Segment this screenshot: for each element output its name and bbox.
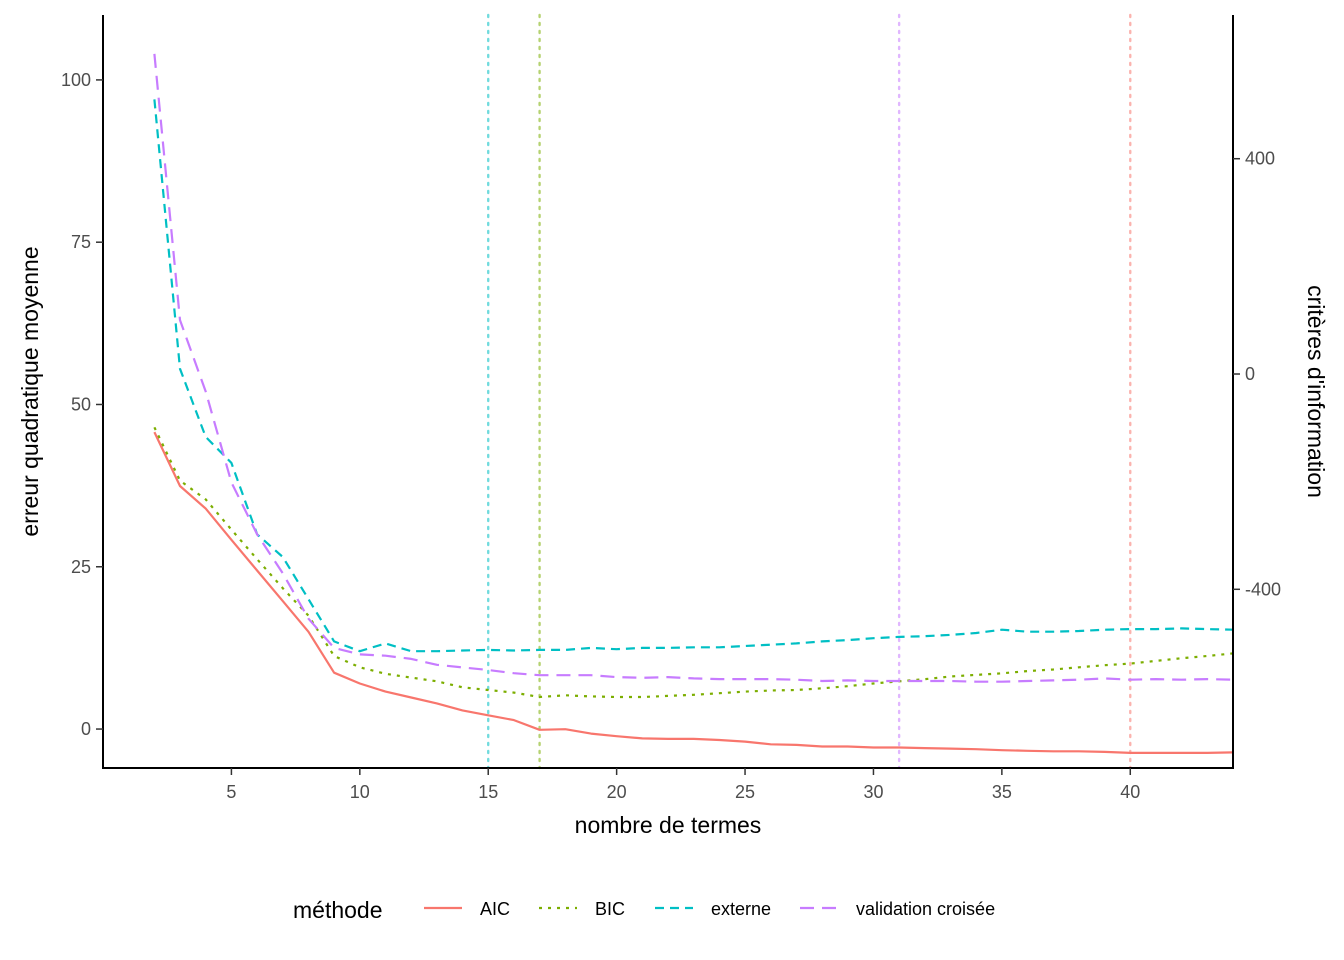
legend-items: AIC BIC externe validation croisée [424, 899, 995, 919]
reference-lines [487, 13, 1132, 770]
y-axis-title: erreur quadratique moyenne [17, 246, 43, 536]
x-tick-label: 40 [1120, 782, 1140, 802]
y-tick-label: 50 [71, 394, 91, 414]
series-line-BIC [153, 426, 1234, 699]
x-tick-label: 15 [478, 782, 498, 802]
x-axis-title: nombre de termes [575, 812, 762, 838]
y-tick-label: 25 [71, 557, 91, 577]
y2-tick-label: 0 [1245, 364, 1255, 384]
legend-label: validation croisée [856, 899, 995, 919]
y-tick-label: 75 [71, 232, 91, 252]
legend-label: AIC [480, 899, 510, 919]
y-tick-label: 0 [81, 719, 91, 739]
series-line-validation-croisée [153, 53, 1234, 683]
series-lines [153, 53, 1234, 755]
y2-axis-title: critères d'information [1303, 285, 1329, 498]
legend-title: méthode [293, 897, 383, 923]
x-tick-label: 35 [992, 782, 1012, 802]
y-axis-ticks: 0 25 50 75 100 [61, 70, 103, 739]
x-axis-ticks: 5 10 15 20 25 30 35 40 [226, 768, 1140, 802]
y2-tick-label: 400 [1245, 149, 1275, 169]
legend-label: BIC [595, 899, 625, 919]
legend: méthode AIC BIC externe validation croisée [293, 897, 995, 923]
x-tick-label: 30 [863, 782, 883, 802]
y-tick-label: 100 [61, 70, 91, 90]
x-tick-label: 25 [735, 782, 755, 802]
series-line-AIC [153, 431, 1234, 755]
y2-tick-label: -400 [1245, 579, 1281, 599]
x-tick-label: 20 [607, 782, 627, 802]
legend-label: externe [711, 899, 771, 919]
y2-axis-ticks: -400 0 400 [1233, 149, 1281, 599]
x-tick-label: 5 [226, 782, 236, 802]
x-tick-label: 10 [350, 782, 370, 802]
series-line-externe [153, 99, 1234, 653]
